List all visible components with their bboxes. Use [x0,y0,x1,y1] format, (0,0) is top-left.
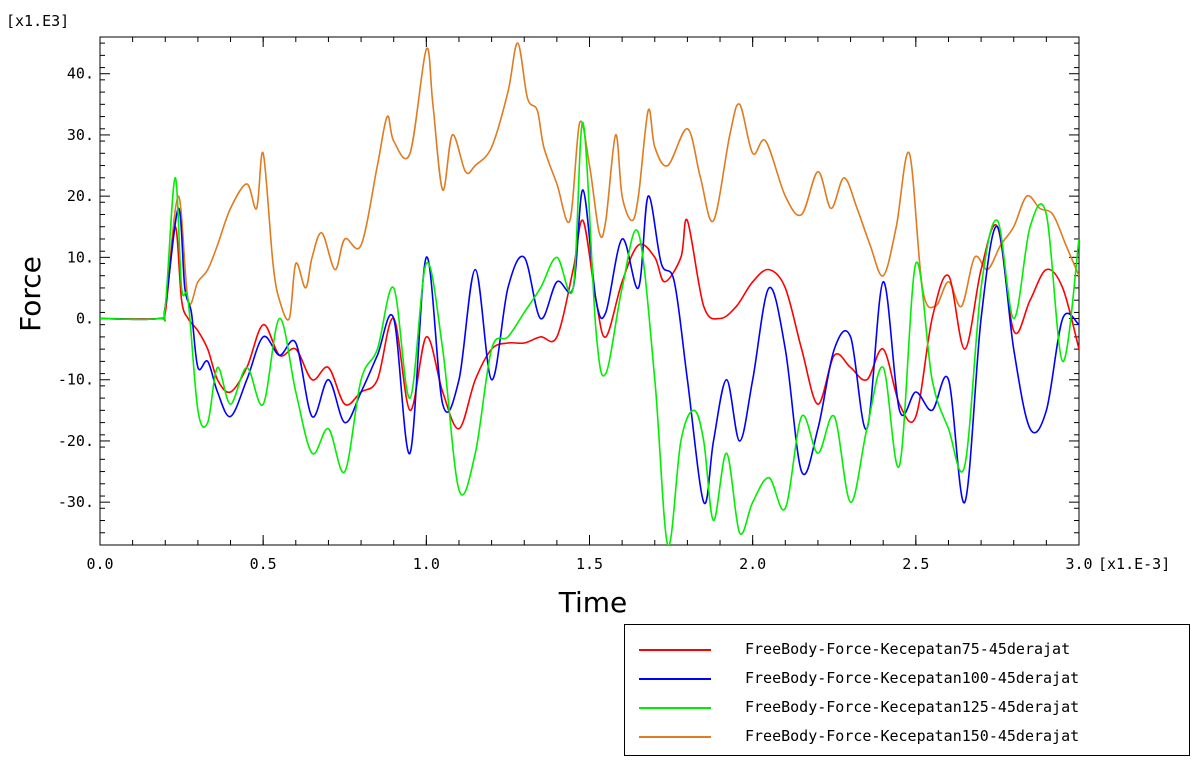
x-tick-label: 1.0 [413,555,440,573]
legend-label: FreeBody-Force-Kecepatan125-45derajat [745,698,1080,716]
legend-swatch [639,678,711,680]
x-tick-label: 0.0 [86,555,113,573]
x-tick-label: 2.0 [739,555,766,573]
legend-swatch [639,707,711,709]
plot-frame [99,36,1080,546]
legend-item: FreeBody-Force-Kecepatan125-45derajat [625,695,1189,721]
x-tick-label: 3.0 [1065,555,1092,573]
legend-item: FreeBody-Force-Kecepatan75-45derajat [625,637,1189,663]
x-axis-multiplier: [x1.E-3] [1098,555,1170,573]
series-line-1 [100,218,1079,430]
series-line-4 [100,42,1079,321]
y-tick-label: 0. [76,310,94,328]
legend-swatch [639,649,711,651]
x-axis-title: Time [558,586,628,619]
y-tick-label: -10. [58,371,94,389]
x-tick-label: 2.5 [902,555,929,573]
legend-label: FreeBody-Force-Kecepatan150-45derajat [745,727,1080,745]
plot-area: -30. -20. -10. 0. 10. 20. 30. 40. 0.0 0.5 1.0 1.5 2.… [58,36,1093,573]
x-tick-label: 0.5 [250,555,277,573]
series-line-2 [100,189,1079,505]
legend: FreeBody-Force-Kecepatan75-45derajat Free… [624,624,1190,756]
y-axis-multiplier: [x1.E3] [6,12,69,30]
y-tick-label: 40. [67,65,94,83]
legend-label: FreeBody-Force-Kecepatan75-45derajat [745,640,1071,658]
y-tick-label: 20. [67,187,94,205]
y-axis-title: Force [14,256,47,332]
x-tick-label: 1.5 [576,555,603,573]
legend-item: FreeBody-Force-Kecepatan150-45derajat [625,724,1189,750]
legend-item: FreeBody-Force-Kecepatan100-45derajat [625,666,1189,692]
y-tick-label: -20. [58,432,94,450]
legend-swatch [639,736,711,738]
y-tick-label: 10. [67,248,94,266]
series-line-3 [100,121,1079,545]
legend-label: FreeBody-Force-Kecepatan100-45derajat [745,669,1080,687]
y-tick-label: -30. [58,493,94,511]
y-tick-label: 30. [67,126,94,144]
